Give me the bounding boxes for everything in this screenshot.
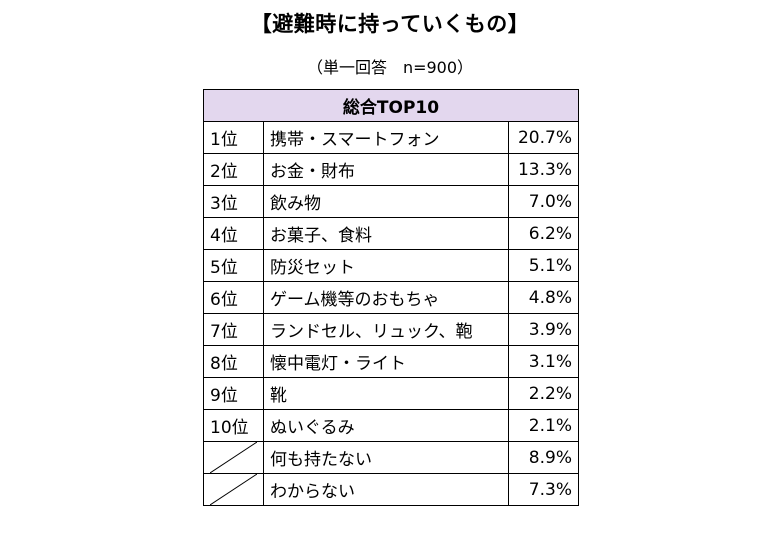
- rank-cell: 7位: [203, 313, 264, 346]
- table-row: 5位 防災セット 5.1%: [203, 249, 579, 282]
- table-row: 2位 お金・財布 13.3%: [203, 153, 579, 186]
- table-row: 4位 お菓子、食料 6.2%: [203, 217, 579, 250]
- percent-cell: 4.8%: [508, 281, 579, 314]
- rank-cell: 10位: [203, 409, 264, 442]
- percent-cell: 6.2%: [508, 217, 579, 250]
- diagonal-line: [210, 442, 257, 473]
- table-row: 9位 靴 2.2%: [203, 377, 579, 410]
- percent-cell: 5.1%: [508, 249, 579, 282]
- item-cell: お金・財布: [263, 153, 509, 186]
- rank-cell: 4位: [203, 217, 264, 250]
- rank-cell: 3位: [203, 185, 264, 218]
- item-cell: 飲み物: [263, 185, 509, 218]
- item-cell: 何も持たない: [263, 441, 509, 474]
- item-cell: わからない: [263, 473, 509, 506]
- table-row: 3位 飲み物 7.0%: [203, 185, 579, 218]
- item-cell: ゲーム機等のおもちゃ: [263, 281, 509, 314]
- rank-cell: 1位: [203, 121, 264, 154]
- item-cell: 携帯・スマートフォン: [263, 121, 509, 154]
- page-subtitle: （単一回答 n=900）: [306, 58, 474, 77]
- item-cell: お菓子、食料: [263, 217, 509, 250]
- blank-rank-cell: [203, 473, 264, 506]
- item-cell: 懐中電灯・ライト: [263, 345, 509, 378]
- rank-cell: 6位: [203, 281, 264, 314]
- table-row: 6位 ゲーム機等のおもちゃ 4.8%: [203, 281, 579, 314]
- ranking-table: 総合TOP10 1位 携帯・スマートフォン 20.7% 2位 お金・財布 13.…: [203, 89, 579, 506]
- percent-cell: 2.1%: [508, 409, 579, 442]
- table-row: 何も持たない 8.9%: [203, 441, 579, 474]
- table-header-row: 総合TOP10: [203, 89, 579, 122]
- table-header: 総合TOP10: [203, 89, 579, 122]
- item-cell: 防災セット: [263, 249, 509, 282]
- table-row: 10位 ぬいぐるみ 2.1%: [203, 409, 579, 442]
- blank-rank-cell: [203, 441, 264, 474]
- table-row: わからない 7.3%: [203, 473, 579, 506]
- table-row: 8位 懐中電灯・ライト 3.1%: [203, 345, 579, 378]
- table-row: 1位 携帯・スマートフォン 20.7%: [203, 121, 579, 154]
- rank-cell: 2位: [203, 153, 264, 186]
- percent-cell: 8.9%: [508, 441, 579, 474]
- percent-cell: 7.3%: [508, 473, 579, 506]
- rank-cell: 9位: [203, 377, 264, 410]
- percent-cell: 2.2%: [508, 377, 579, 410]
- page-title: 【避難時に持っていくもの】: [250, 12, 530, 36]
- table-body: 1位 携帯・スマートフォン 20.7% 2位 お金・財布 13.3% 3位 飲み…: [203, 121, 579, 506]
- percent-cell: 13.3%: [508, 153, 579, 186]
- percent-cell: 7.0%: [508, 185, 579, 218]
- rank-cell: 8位: [203, 345, 264, 378]
- table-row: 7位 ランドセル、リュック、鞄 3.9%: [203, 313, 579, 346]
- rank-cell: 5位: [203, 249, 264, 282]
- percent-cell: 3.1%: [508, 345, 579, 378]
- diagonal-line: [210, 474, 257, 505]
- item-cell: ランドセル、リュック、鞄: [263, 313, 509, 346]
- item-cell: ぬいぐるみ: [263, 409, 509, 442]
- percent-cell: 20.7%: [508, 121, 579, 154]
- percent-cell: 3.9%: [508, 313, 579, 346]
- item-cell: 靴: [263, 377, 509, 410]
